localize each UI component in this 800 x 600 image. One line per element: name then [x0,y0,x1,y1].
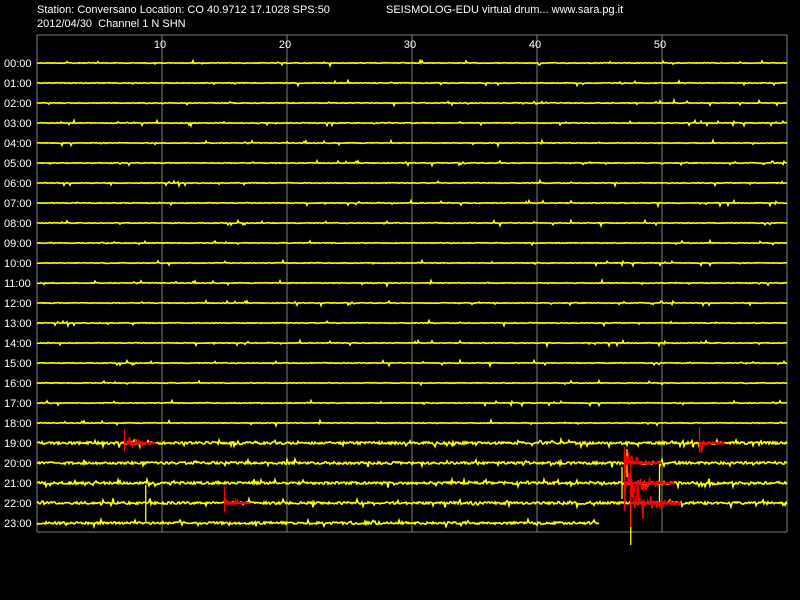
hour-label-0500: 05:00 [4,158,32,170]
hour-label-2000: 20:00 [4,458,32,470]
trace-0800 [36,218,788,229]
trace-1100 [36,278,788,289]
trace-0400 [36,138,788,149]
hour-label-1800: 18:00 [4,418,32,430]
x-tick-label-30: 30 [404,39,416,51]
trace-1600 [36,378,788,387]
event-layer [123,427,725,527]
hour-label-1400: 14:00 [4,338,32,350]
hour-label-0700: 07:00 [4,198,32,210]
trace-0600 [36,178,788,189]
hour-label-2300: 23:00 [4,518,32,530]
hour-label-0100: 01:00 [4,78,32,90]
hour-label-1300: 13:00 [4,318,32,330]
hour-label-1700: 17:00 [4,398,32,410]
x-tick-label-10: 10 [154,39,166,51]
x-tick-label-20: 20 [279,39,291,51]
station-info-text: Station: Conversano Location: CO 40.9712… [37,4,330,16]
trace-0100 [36,78,788,88]
hour-label-0300: 03:00 [4,118,32,130]
hour-label-2200: 22:00 [4,498,32,510]
trace-1400 [36,338,788,349]
hour-label-0600: 06:00 [4,178,32,190]
trace-1500 [36,358,788,369]
trace-1800 [36,418,788,429]
hour-label-1000: 10:00 [4,258,32,270]
trace-1700 [36,398,788,408]
hour-label-0900: 09:00 [4,238,32,250]
product-title-text: SEISMOLOG-EDU virtual drum... www.sara.p… [386,4,624,16]
trace-0700 [36,198,788,209]
trace-1900 [36,436,788,450]
hour-label-0400: 04:00 [4,138,32,150]
trace-0300 [36,118,788,129]
trace-0500 [36,158,788,168]
trace-0900 [36,238,788,247]
x-tick-label-40: 40 [529,39,541,51]
trace-1200 [36,298,788,308]
hour-label-1100: 11:00 [4,278,31,290]
label-layer: 10 20 30 40 50 00:00 01:00 02:00 03:00 04:00 05:00… [4,39,666,530]
trace-1000 [36,258,788,268]
trace-0000 [36,58,788,68]
trace-2300 [36,516,600,530]
hour-label-2100: 21:00 [4,478,32,490]
hour-label-0800: 08:00 [4,218,32,230]
trace-layer [36,58,788,545]
x-tick-label-50: 50 [654,39,666,51]
hour-label-1200: 12:00 [4,298,32,310]
hour-label-1900: 19:00 [4,438,32,450]
trace-1300 [36,318,788,329]
hour-label-0000: 00:00 [4,58,32,70]
trace-2000 [36,456,788,469]
date-channel-text: 2012/04/30 Channel 1 N SHN [37,18,186,30]
hour-label-1500: 15:00 [4,358,32,370]
trace-0200 [36,97,788,108]
hour-label-1600: 16:00 [4,378,32,390]
hour-label-0200: 02:00 [4,98,32,110]
